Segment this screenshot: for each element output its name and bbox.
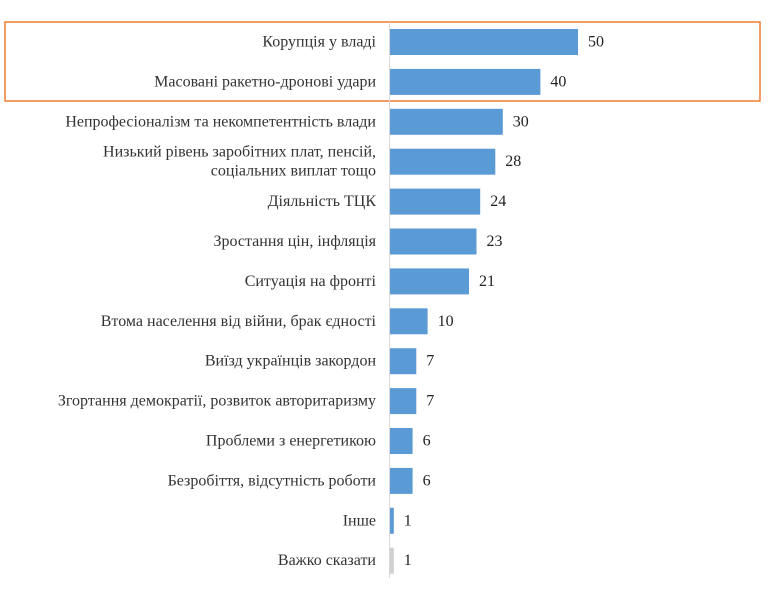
category-label-8: Виїзд українців закордон — [205, 353, 377, 370]
category-label-9: Згортання демократії, розвиток авторитар… — [58, 393, 376, 410]
value-label-7: 10 — [438, 313, 454, 330]
bar-4 — [390, 188, 481, 215]
value-label-12: 1 — [404, 512, 412, 529]
category-label-4: Діяльність ТЦК — [268, 193, 377, 210]
bar-10 — [390, 428, 413, 454]
category-label-13: Важко сказати — [278, 552, 377, 569]
bar-5 — [390, 228, 477, 255]
bar-3 — [390, 148, 496, 175]
value-label-10: 6 — [423, 433, 431, 450]
highlight-frame — [4, 21, 761, 102]
value-label-3: 28 — [505, 153, 521, 170]
value-label-8: 7 — [426, 353, 434, 370]
bars-group — [390, 29, 578, 574]
value-label-13: 1 — [404, 552, 412, 569]
value-label-5: 23 — [487, 233, 503, 250]
category-label-0: Корупція у владі — [262, 34, 376, 51]
value-label-9: 7 — [426, 393, 434, 410]
value-label-4: 24 — [490, 193, 506, 210]
bar-1 — [390, 68, 541, 95]
category-labels-group: Корупція у владі Масовані ракетно-дронові… — [58, 34, 377, 570]
bar-12 — [390, 507, 394, 534]
value-label-1: 40 — [550, 73, 566, 90]
bar-7 — [390, 308, 428, 335]
category-label-3-line-0: Низький рівень заробітних плат, пенсій, — [103, 144, 376, 161]
value-label-0: 50 — [588, 34, 604, 51]
category-label-2: Непрофесіоналізм та некомпетентність вла… — [65, 113, 376, 130]
category-label-7: Втома населення від війни, брак єдності — [101, 313, 377, 330]
category-label-6: Ситуація на фронті — [245, 273, 377, 290]
category-label-11: Безробіття, відсутність роботи — [168, 472, 377, 489]
value-label-2: 30 — [513, 113, 529, 130]
bar-2 — [390, 108, 503, 135]
category-label-1: Масовані ракетно-дронові удари — [154, 73, 376, 90]
value-label-6: 21 — [479, 273, 495, 290]
bar-13 — [390, 547, 394, 574]
bar-8 — [390, 348, 417, 375]
bar-9 — [390, 388, 417, 415]
bar-11 — [390, 467, 413, 494]
value-labels-group: 50 40 30 28 24 23 21 10 7 7 6 6 1 1 — [404, 34, 604, 570]
bar-0 — [390, 29, 578, 55]
category-label-10: Проблеми з енергетикою — [206, 433, 376, 450]
category-label-3-line-1: соціальних виплат тощо — [211, 163, 376, 180]
value-label-11: 6 — [423, 472, 431, 489]
category-label-5: Зростання цін, інфляція — [213, 233, 376, 250]
bar-6 — [390, 268, 469, 295]
category-label-12: Інше — [343, 512, 376, 529]
